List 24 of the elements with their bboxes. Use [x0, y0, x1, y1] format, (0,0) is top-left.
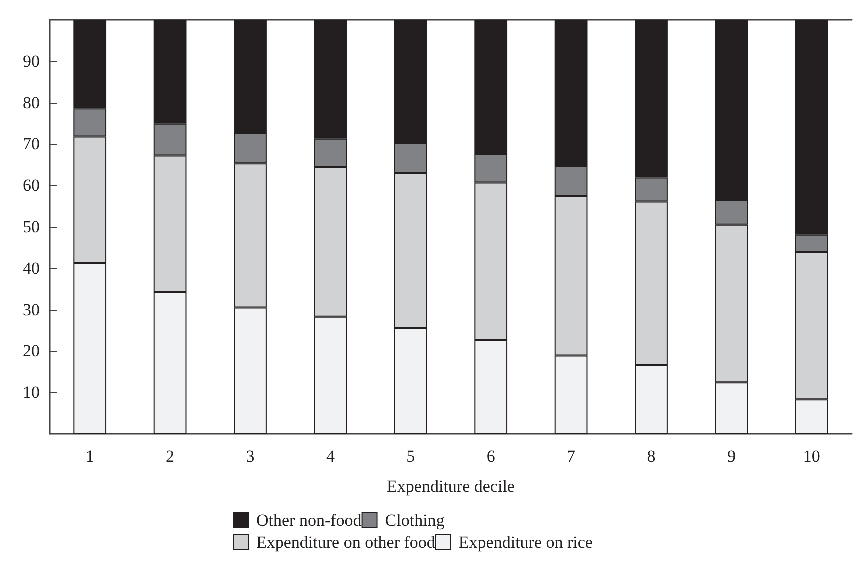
x-tick-label: 5	[406, 447, 416, 466]
x-tick-label: 3	[246, 447, 255, 466]
y-tick-label: 70	[23, 134, 40, 154]
y-tick-label: 20	[23, 342, 40, 361]
x-tick-label: 2	[166, 447, 175, 466]
legend-label: Other non-food	[256, 511, 362, 530]
y-tick-label: 60	[23, 176, 40, 196]
legend-label: Expenditure on rice	[458, 533, 593, 552]
x-tick-label: 7	[567, 447, 576, 466]
y-tick-label: 80	[23, 93, 40, 112]
y-tick-label: 30	[23, 300, 40, 320]
x-tick-label: 10	[803, 447, 820, 466]
x-tick-label: 1	[86, 447, 94, 466]
x-tick-label: 9	[727, 447, 736, 466]
legend-label: Clothing	[385, 511, 446, 530]
x-tick-label: 4	[326, 447, 336, 466]
y-tick-label: 90	[23, 52, 40, 71]
legend-label: Expenditure on other food	[256, 533, 436, 552]
y-tick-label: 40	[23, 258, 40, 278]
y-tick-label: 10	[23, 383, 40, 402]
x-tick-label: 8	[647, 447, 656, 466]
y-tick-label: 50	[23, 218, 40, 236]
x-axis-title: Expenditure decile	[387, 477, 515, 496]
x-tick-label: 6	[486, 447, 496, 466]
